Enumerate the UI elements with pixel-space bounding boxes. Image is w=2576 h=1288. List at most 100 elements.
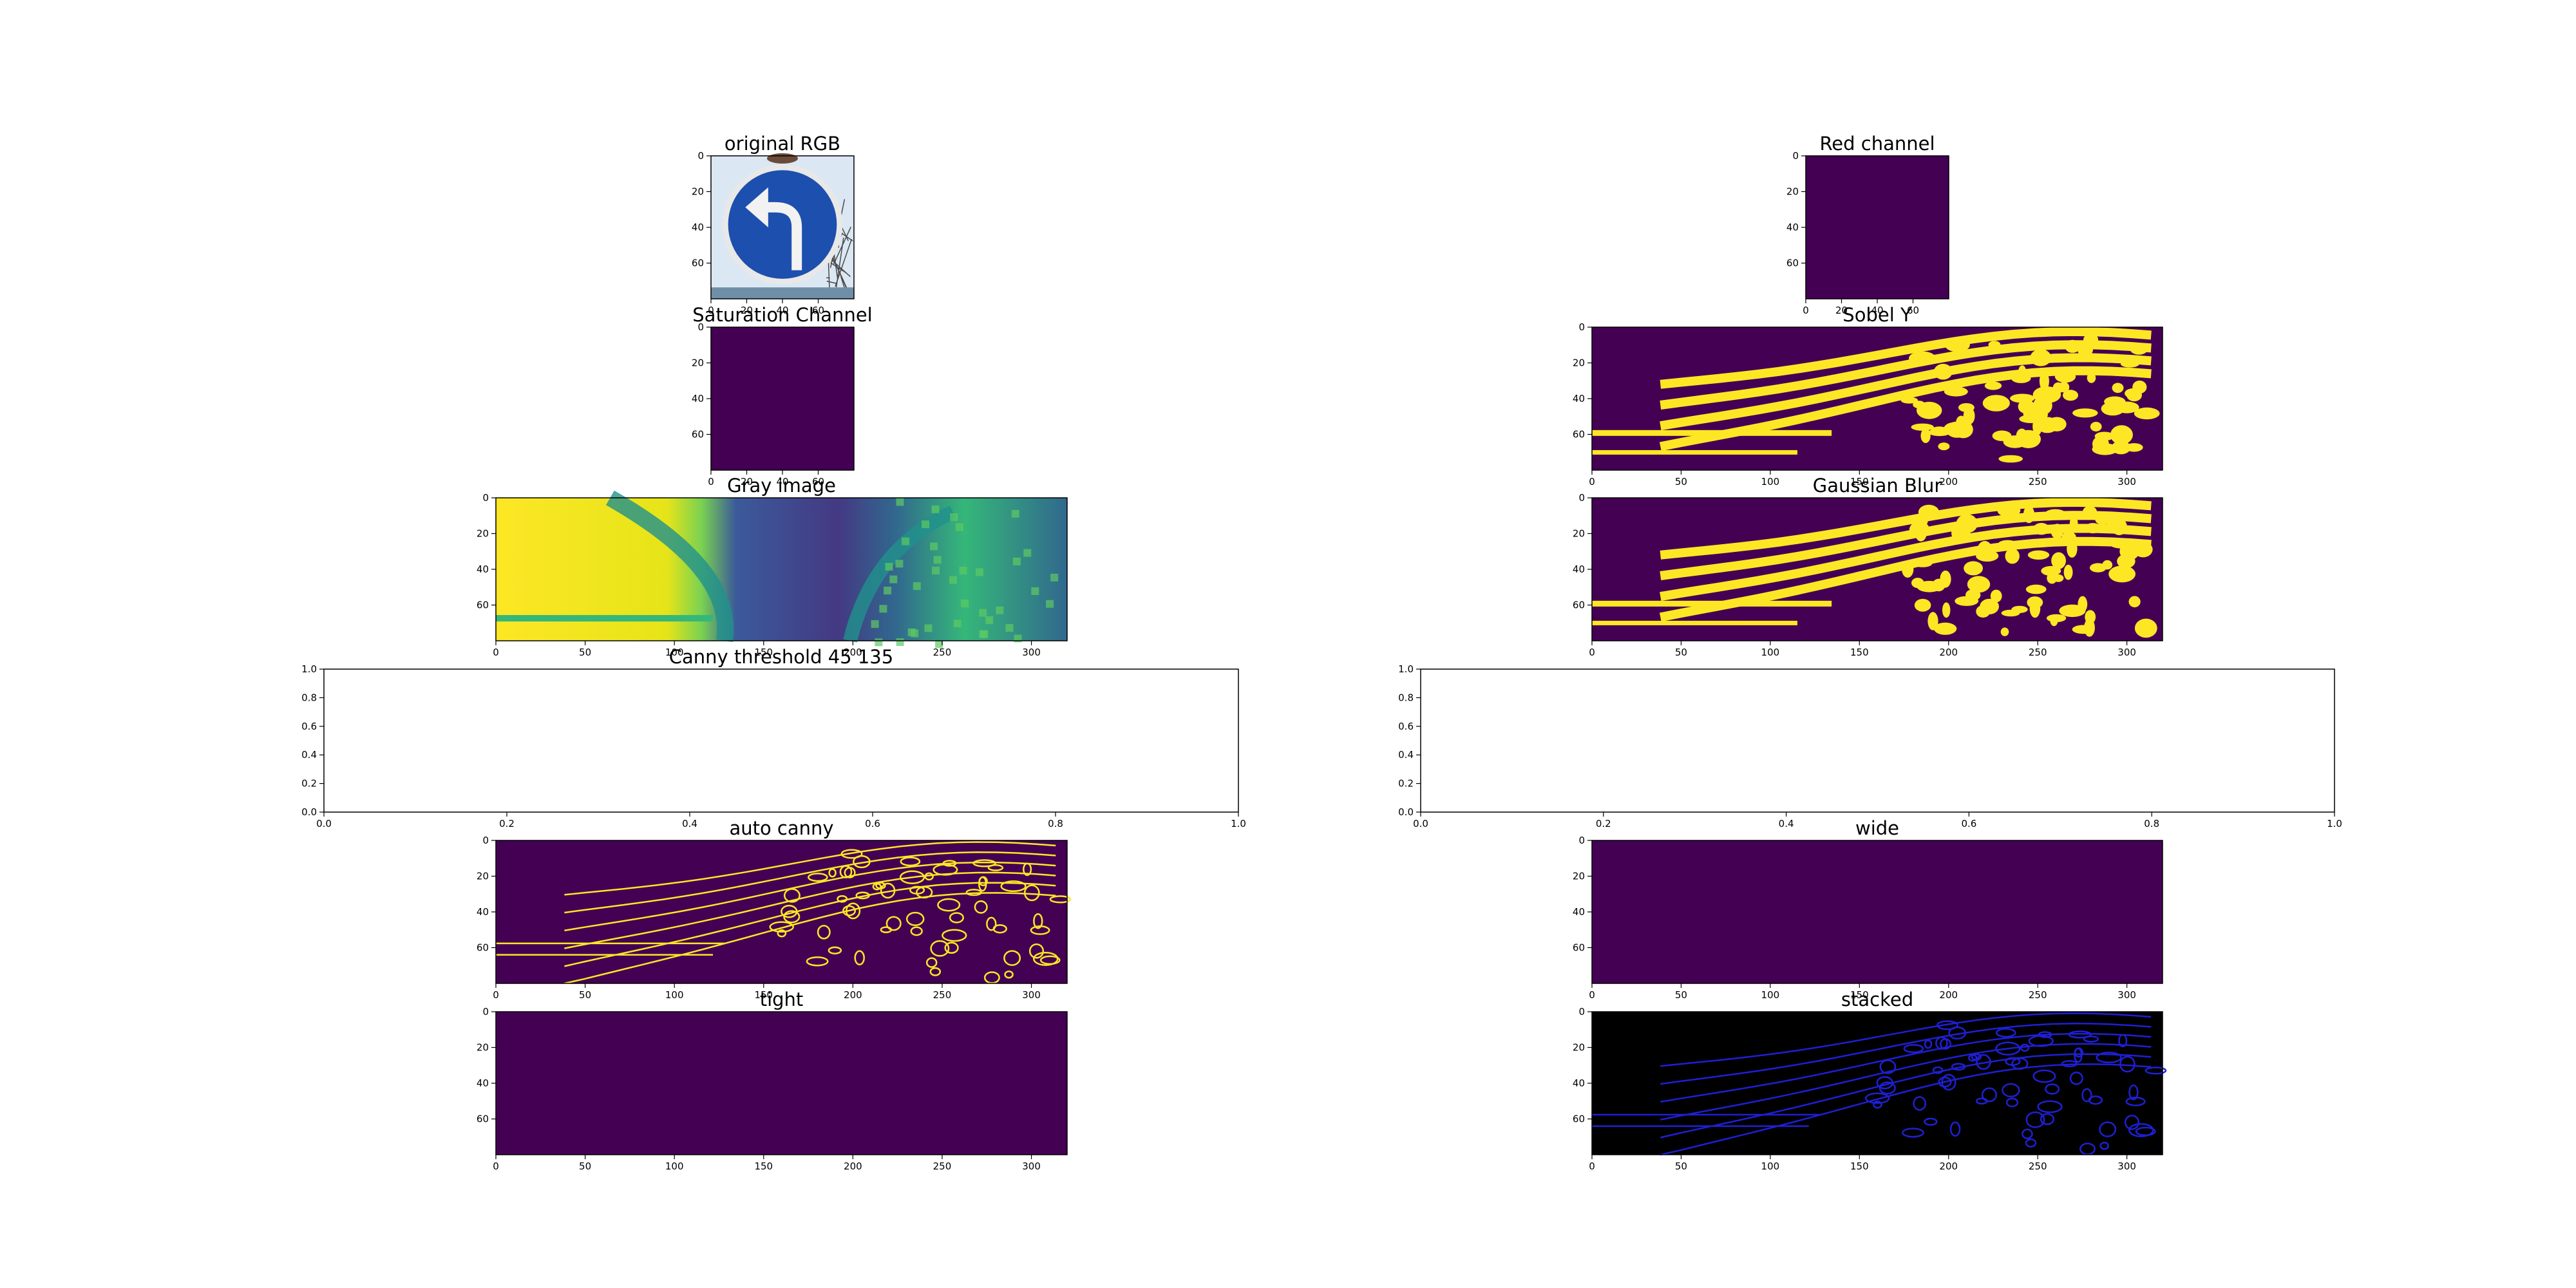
y-tick-label: 60	[1786, 258, 1799, 269]
y-tick-label: 60	[692, 429, 704, 440]
edge-blob	[2089, 563, 2107, 573]
edge-blob	[2094, 341, 2105, 348]
edge-contour	[965, 889, 982, 896]
y-tick-label: 40	[1573, 393, 1585, 404]
y-tick-label: 40	[1573, 1077, 1585, 1089]
y-tick-label: 40	[1573, 906, 1585, 918]
edge-blob	[1997, 540, 2018, 550]
panel-title: Saturation Channel	[692, 304, 872, 326]
edge-contour	[2032, 1069, 2056, 1083]
y-tick-label: 0	[1578, 835, 1585, 846]
x-tick-label: 300	[2117, 647, 2136, 658]
edge-blob	[2063, 390, 2078, 401]
x-tick-label: 250	[933, 647, 952, 658]
y-tick-label: 0.8	[1398, 692, 1414, 703]
x-tick-label: 250	[933, 1160, 952, 1172]
edge-blob	[2069, 515, 2078, 533]
panel-red: 0 20 40 60 0 20 40 60 Red channel	[1786, 133, 1949, 316]
edge-blob	[1944, 386, 1968, 397]
edge-contour	[2011, 1057, 2029, 1070]
x-tick-label: 40	[1871, 305, 1883, 316]
edge-contour	[777, 929, 787, 938]
x-tick-label: 300	[2117, 989, 2136, 1001]
x-tick-label: 0.6	[865, 818, 880, 829]
y-tick-label: 20	[1573, 357, 1585, 369]
panel-title: wide	[1855, 817, 1899, 839]
edge-blob	[2120, 360, 2139, 368]
x-tick-label: 60	[1907, 305, 1919, 316]
edge-contour	[2022, 1128, 2033, 1139]
edge-contour	[1873, 1101, 1882, 1109]
panel-title: original RGB	[724, 133, 840, 155]
edge-contour	[1941, 1074, 1956, 1091]
edge-blob	[2134, 542, 2153, 558]
tree-pixel	[875, 638, 883, 647]
tree-pixel	[1012, 557, 1021, 565]
edge-blob	[2110, 541, 2136, 549]
x-tick-label: 200	[844, 1160, 862, 1172]
edge-contour	[1660, 1043, 2152, 1121]
x-tick-label: 150	[754, 1160, 773, 1172]
edge-blob	[1973, 361, 1985, 369]
x-tick-label: 100	[1761, 647, 1780, 658]
y-tick-label: 0	[1578, 1006, 1585, 1018]
edge-contour	[1913, 1096, 1927, 1111]
edge-blob	[1918, 504, 1940, 520]
y-tick-label: 0.8	[301, 692, 317, 703]
edge-band	[1660, 497, 2152, 560]
edge-blob	[1956, 517, 1976, 527]
tree-pixel	[959, 567, 967, 574]
edge-contour	[564, 851, 1056, 914]
edge-blob	[1909, 521, 1930, 538]
x-tick-label: 0.4	[682, 818, 697, 829]
edge-contour	[933, 864, 958, 876]
tree-pixel	[889, 575, 898, 583]
edge-blob	[2084, 523, 2101, 534]
edge-blob	[2084, 618, 2095, 637]
edge-contour	[944, 942, 959, 954]
edge-contour	[837, 895, 848, 903]
edge-contour	[1924, 1117, 1938, 1126]
x-tick-label: 60	[812, 305, 824, 316]
edge-contour	[972, 859, 996, 867]
edge-contour	[828, 946, 842, 954]
x-tick-label: 0.0	[316, 818, 332, 829]
tree-pixel	[884, 587, 892, 594]
x-tick-label: 150	[1850, 1160, 1869, 1172]
edge-contour	[880, 882, 896, 899]
edge-contour	[817, 925, 831, 940]
x-tick-label: 200	[844, 989, 862, 1001]
tree-branch	[833, 226, 851, 265]
tree-pixel	[1011, 509, 1019, 518]
edge-contour	[783, 888, 800, 903]
y-tick-label: 20	[692, 186, 704, 198]
edge-blob	[1911, 423, 1934, 431]
edge-contour	[2128, 1084, 2139, 1101]
edge-contour	[564, 841, 1056, 896]
edge-contour	[2005, 1057, 2021, 1066]
edge-contour	[2028, 1035, 2054, 1047]
tree-pixel	[1031, 587, 1039, 595]
y-tick-label: 40	[477, 1077, 489, 1089]
edge-contour	[1879, 1059, 1897, 1074]
sign-edge	[605, 490, 734, 643]
edge-contour	[925, 957, 938, 968]
x-tick-label: 100	[665, 1160, 684, 1172]
edge-blob	[2039, 371, 2049, 391]
edge-contour	[564, 882, 1056, 967]
edge-blob	[1963, 407, 1975, 425]
edge-contour	[840, 849, 863, 859]
x-tick-label: 150	[754, 989, 773, 1001]
image-uniform	[496, 1012, 1067, 1155]
tree-pixel	[955, 523, 963, 531]
edge-blob	[1964, 561, 1984, 576]
edge-blob	[1938, 442, 1950, 451]
edge-contour	[2083, 1036, 2099, 1043]
edge-blob	[1902, 560, 1914, 578]
edge-contour	[905, 911, 925, 926]
x-tick-label: 0	[1589, 989, 1595, 1001]
edge-contour	[1023, 884, 1040, 902]
edge-contour	[2128, 1122, 2154, 1137]
panel-wide: 0 50 100 150 200 250 300 0 20 40 60 wide	[1573, 817, 2163, 1001]
